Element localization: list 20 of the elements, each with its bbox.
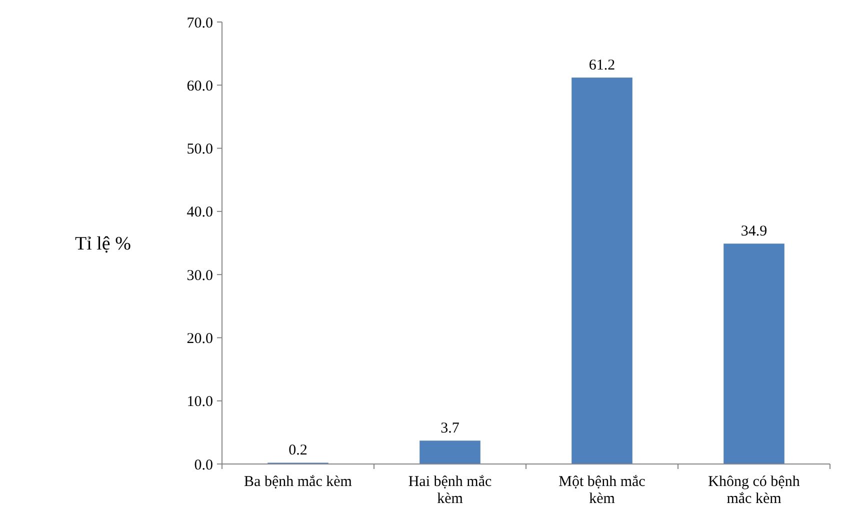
x-tick-label: Ba bệnh mắc kèm: [244, 474, 352, 490]
y-tick-label: 0.0: [194, 457, 213, 474]
y-tick-label: 60.0: [186, 78, 213, 94]
y-tick-label: 30.0: [186, 268, 213, 284]
y-axis-title: Tỉ lệ %: [75, 234, 132, 255]
y-tick-label: 50.0: [186, 142, 213, 158]
bar: [420, 440, 480, 464]
x-tick-label: Không có bệnh mắc kèm: [708, 474, 800, 507]
data-label: 0.2: [288, 442, 308, 459]
y-tick-label: 10.0: [186, 394, 213, 410]
y-tick-label: 40.0: [186, 204, 213, 221]
x-tick-label: Hai bệnh mắc kèm: [408, 474, 492, 507]
y-tick-label: 70.0: [186, 15, 213, 32]
data-label: 61.2: [588, 58, 616, 74]
x-tick-label: Một bệnh mắc kèm: [558, 474, 646, 507]
data-label: 3.7: [440, 420, 460, 437]
bar: [572, 78, 632, 464]
bar: [724, 244, 784, 464]
y-tick-label: 20.0: [186, 330, 213, 347]
data-label: 34.9: [740, 224, 768, 240]
